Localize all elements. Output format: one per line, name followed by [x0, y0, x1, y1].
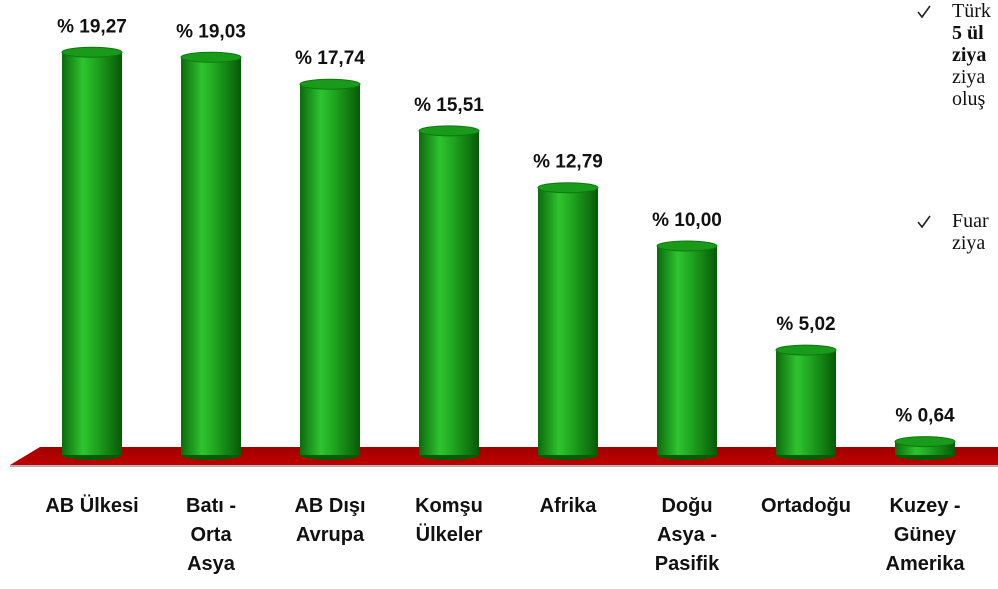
x-tick-label: Doğu Asya - Pasifik [654, 495, 720, 575]
data-label: % 0,64 [895, 406, 955, 427]
bar-body [538, 187, 598, 455]
bar [180, 51, 242, 460]
bar-body [181, 57, 241, 455]
annotation-text: Türk [952, 0, 991, 22]
data-label: % 15,51 [414, 95, 484, 116]
bar-top [894, 436, 956, 448]
x-tick-label: AB Dışı Avrupa [294, 495, 366, 546]
bar-top [61, 46, 123, 58]
bar-top [656, 240, 718, 252]
bar-body [62, 52, 122, 456]
x-tick-label: Afrika [539, 495, 597, 517]
bar-top [537, 182, 599, 194]
x-tick-label: AB Ülkesi [45, 495, 139, 517]
data-label: % 5,02 [776, 314, 835, 335]
annotation-text: Fuar [952, 210, 989, 232]
x-tick-label: Kuzey - Güney Amerika [885, 495, 965, 575]
x-tick-label: Batı - Orta Asya [186, 495, 236, 575]
check-icon [917, 5, 931, 19]
check-icon [917, 215, 931, 229]
data-label: % 19,27 [57, 16, 127, 37]
annotation-text: oluş [952, 88, 986, 110]
data-label: % 12,79 [533, 152, 603, 173]
bar-top [180, 51, 242, 63]
bar [418, 125, 480, 460]
bar-body [776, 350, 836, 455]
floor [10, 447, 998, 465]
bar-body [300, 84, 360, 455]
bar-top [775, 344, 837, 356]
bar-body [419, 130, 479, 455]
bar-top [418, 125, 480, 137]
bar [656, 240, 718, 460]
annotation-text: ziya [952, 44, 987, 66]
data-label: % 10,00 [652, 210, 722, 231]
x-tick-label: Ortadoğu [761, 495, 851, 517]
bar [894, 436, 956, 460]
bar-top [299, 78, 361, 90]
annotation-text: ziya [952, 66, 986, 88]
data-label: % 17,74 [295, 48, 365, 69]
bar [537, 182, 599, 460]
annotation-text: ziya [952, 232, 986, 254]
x-tick-label: Komşu Ülkeler [415, 495, 483, 546]
bar [299, 78, 361, 460]
data-label: % 19,03 [176, 21, 246, 42]
bar [775, 344, 837, 460]
bar-body [657, 246, 717, 455]
annotation-text: 5 ül [952, 22, 984, 44]
bar [61, 46, 123, 460]
